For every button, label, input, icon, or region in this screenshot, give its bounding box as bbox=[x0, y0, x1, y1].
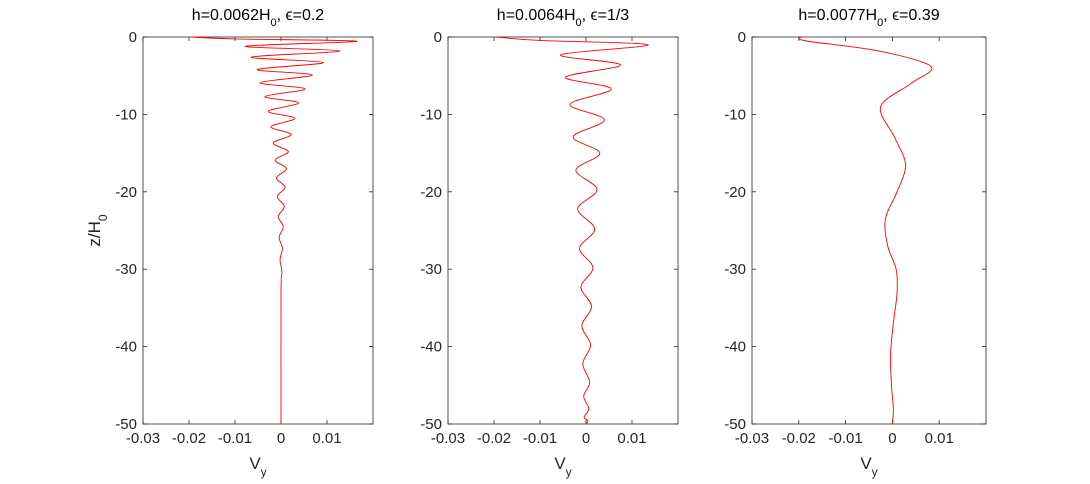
x-tick-label: -0.02 bbox=[172, 430, 206, 447]
y-tick-label: -40 bbox=[724, 339, 746, 356]
y-tick-label: -40 bbox=[420, 339, 442, 356]
chart-title: h=0.0064H0, ϵ=1/3 bbox=[497, 7, 630, 29]
y-tick-label: -50 bbox=[420, 416, 442, 433]
x-tick-label: -0.03 bbox=[431, 430, 465, 447]
x-tick-label: 0.01 bbox=[617, 430, 646, 447]
x-axis-label: Vy bbox=[860, 454, 877, 479]
series-line-1 bbox=[798, 36, 933, 425]
chart-title: h=0.0062H0, ϵ=0.2 bbox=[192, 7, 325, 29]
y-tick-label: -10 bbox=[115, 106, 137, 123]
chart-title: h=0.0077H0, ϵ=0.39 bbox=[798, 7, 939, 29]
y-tick-label: 0 bbox=[434, 29, 442, 46]
x-tick-label: -0.01 bbox=[523, 430, 557, 447]
y-axis-label: z/H0 bbox=[85, 214, 110, 247]
y-tick-label: -20 bbox=[420, 184, 442, 201]
y-tick-label: -30 bbox=[115, 261, 137, 278]
x-tick-label: -0.01 bbox=[218, 430, 252, 447]
x-tick-label: -0.01 bbox=[828, 430, 862, 447]
x-tick-label: 0 bbox=[277, 430, 285, 447]
chart-panel-1: -0.03 -0.02 -0.01 0 0.01 0 -10 -20 -30 -40 -50 h=0.… bbox=[85, 7, 374, 479]
y-tick-label: -50 bbox=[724, 416, 746, 433]
y-tick-label: -20 bbox=[115, 184, 137, 201]
axes-box bbox=[447, 36, 679, 425]
y-tick-label: -20 bbox=[724, 184, 746, 201]
axes-box bbox=[751, 36, 987, 425]
x-tick-label: 0 bbox=[582, 430, 590, 447]
y-tick-label: -50 bbox=[115, 416, 137, 433]
x-tick-label: 0.01 bbox=[312, 430, 341, 447]
y-tick-label: -10 bbox=[420, 106, 442, 123]
series-line-1 bbox=[496, 36, 649, 425]
axes-box bbox=[142, 36, 374, 425]
y-tick-label: 0 bbox=[738, 29, 746, 46]
y-tick-label: -30 bbox=[420, 261, 442, 278]
x-tick-label: 0 bbox=[888, 430, 896, 447]
y-tick-label: -10 bbox=[724, 106, 746, 123]
x-tick-label: -0.03 bbox=[735, 430, 769, 447]
chart-panel-2: -0.03 -0.02 -0.01 0 0.01 0 -10 -20 -30 -40 -50 h=0.… bbox=[420, 7, 679, 479]
x-tick-label: -0.02 bbox=[782, 430, 816, 447]
x-tick-label: 0.01 bbox=[925, 430, 954, 447]
x-tick-label: -0.02 bbox=[477, 430, 511, 447]
x-axis-label: Vy bbox=[249, 454, 266, 479]
y-tick-label: 0 bbox=[129, 29, 137, 46]
y-tick-label: -40 bbox=[115, 339, 137, 356]
chart-panel-3: -0.03 -0.02 -0.01 0 0.01 0 -10 -20 -30 -40 -50 h=0.… bbox=[724, 7, 987, 479]
y-tick-label: -30 bbox=[724, 261, 746, 278]
x-tick-label: -0.03 bbox=[126, 430, 160, 447]
x-axis-label: Vy bbox=[554, 454, 571, 479]
series-line-1 bbox=[191, 36, 358, 425]
